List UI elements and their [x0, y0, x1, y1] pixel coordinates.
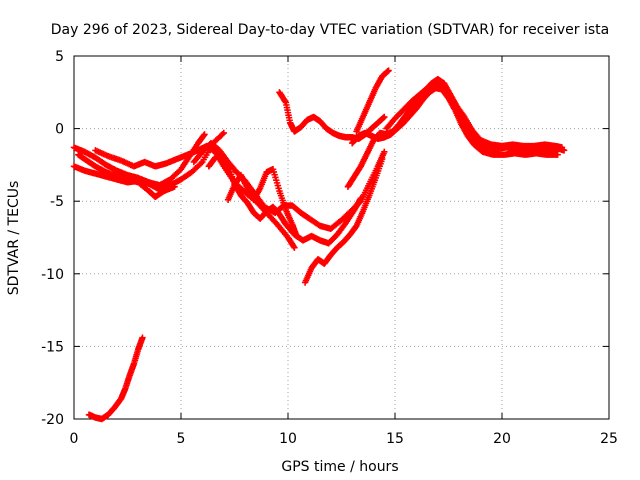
data-point-marker [554, 151, 561, 158]
grid [74, 56, 609, 419]
data-point-marker [220, 129, 227, 137]
data-point-marker [385, 67, 392, 74]
y-tick-label: -5 [50, 194, 64, 210]
y-axis-label: SDTVAR / TECUs [6, 181, 22, 296]
data-point-marker [281, 97, 289, 105]
x-tick-label: 10 [279, 431, 297, 447]
data-point-marker [381, 148, 388, 156]
y-tick-label: -20 [41, 412, 64, 428]
y-tick-label: -10 [41, 267, 64, 283]
axis-ticks: 0 5 10 15 20 25 5 0 -5 -10 -15 -20 [41, 49, 618, 447]
x-tick-label: 20 [493, 431, 511, 447]
data-series [70, 67, 568, 423]
data-point-marker [201, 131, 208, 138]
y-tick-label: 5 [55, 49, 64, 65]
plot-frame [73, 55, 610, 420]
series-arc-7 [224, 166, 300, 240]
data-point-marker [357, 195, 364, 202]
series-arc-3 [75, 151, 178, 201]
series-arc-4 [92, 142, 298, 251]
data-point-marker [224, 160, 231, 167]
chart-title: Day 296 of 2023, Sidereal Day-to-day VTE… [51, 22, 609, 38]
y-tick-label: 0 [55, 122, 64, 138]
data-point-marker [171, 183, 178, 190]
series-arc-13 [383, 80, 566, 151]
series-arc-8 [301, 155, 386, 286]
data-point-marker [381, 113, 388, 121]
x-tick-label: 15 [386, 431, 404, 447]
data-point-marker [558, 144, 566, 151]
data-point-marker [378, 155, 386, 163]
data-point-marker [293, 232, 300, 240]
data-point-marker [200, 132, 207, 139]
series-arc-14 [85, 334, 146, 423]
series-arc-11 [353, 67, 392, 135]
x-axis-label: GPS time / hours [281, 459, 398, 475]
x-tick-label: 25 [600, 431, 618, 447]
y-tick-label: -15 [41, 339, 64, 355]
x-tick-label: 0 [70, 431, 79, 447]
data-point-marker [291, 244, 298, 251]
data-point-marker [139, 334, 146, 341]
data-point-marker [290, 243, 297, 250]
x-tick-label: 5 [177, 431, 186, 447]
